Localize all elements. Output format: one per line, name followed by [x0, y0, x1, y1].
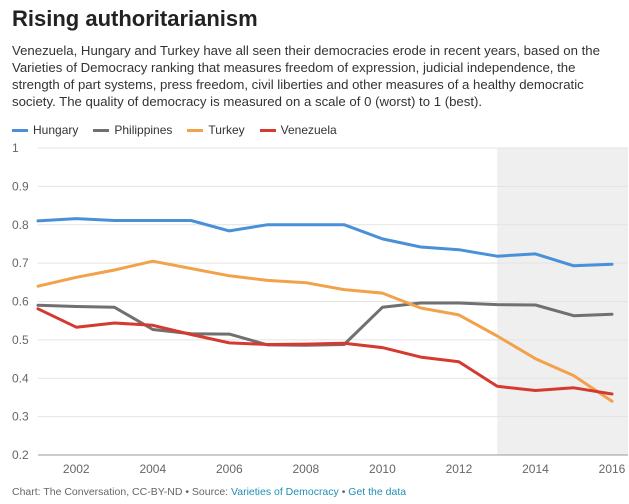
chart-legend: Hungary Philippines Turkey Venezuela: [12, 123, 352, 137]
x-tick-label: 2016: [599, 462, 626, 476]
x-tick-label: 2014: [522, 462, 549, 476]
series-line-turkey: [36, 259, 614, 403]
x-tick-label: 2008: [293, 462, 320, 476]
y-tick-label: 0.9: [12, 179, 29, 193]
legend-item-philippines: Philippines: [93, 123, 172, 137]
footer-separator: •: [338, 486, 349, 498]
legend-swatch: [12, 128, 28, 132]
series-line-venezuela: [36, 307, 614, 396]
legend-label: Venezuela: [280, 123, 337, 137]
series-line-hungary: [36, 217, 614, 268]
legend-swatch: [187, 128, 204, 132]
y-tick-label: 1: [12, 141, 19, 155]
y-tick-label: 0.3: [12, 410, 29, 424]
line-chart: 0.2 0.3 0.4 0.5 0.6 0.7 0.8 0.9 1 2002 2004 2006 200…: [12, 141, 628, 476]
x-tick-label: 2006: [216, 462, 243, 476]
chart-title: Rising authoritarianism: [12, 6, 258, 31]
legend-label: Turkey: [208, 123, 245, 137]
legend-item-hungary: Hungary: [12, 123, 78, 137]
y-tick-label: 0.6: [12, 295, 29, 309]
source-link[interactable]: Varieties of Democracy: [231, 486, 339, 498]
x-tick-label: 2004: [139, 462, 166, 476]
y-tick-label: 0.8: [12, 218, 29, 232]
x-tick-label: 2012: [446, 462, 473, 476]
chart-subtitle: Venezuela, Hungary and Turkey have all s…: [12, 43, 600, 109]
x-tick-label: 2002: [63, 462, 90, 476]
legend-item-venezuela: Venezuela: [259, 123, 337, 137]
get-data-link[interactable]: Get the data: [348, 486, 407, 498]
legend-swatch: [259, 128, 276, 132]
legend-swatch: [93, 128, 110, 132]
y-tick-label: 0.4: [12, 371, 29, 385]
legend-label: Philippines: [114, 123, 173, 137]
y-tick-label: 0.7: [12, 256, 29, 270]
y-tick-label: 0.5: [12, 333, 29, 347]
x-tick-label: 2010: [369, 462, 396, 476]
legend-item-turkey: Turkey: [187, 123, 245, 137]
footer-credit: Chart: The Conversation, CC-BY-ND • Sour…: [12, 486, 232, 498]
y-tick-label: 0.2: [12, 448, 29, 462]
legend-label: Hungary: [33, 123, 79, 137]
chart-footer: Chart: The Conversation, CC-BY-ND • Sour…: [12, 486, 406, 498]
